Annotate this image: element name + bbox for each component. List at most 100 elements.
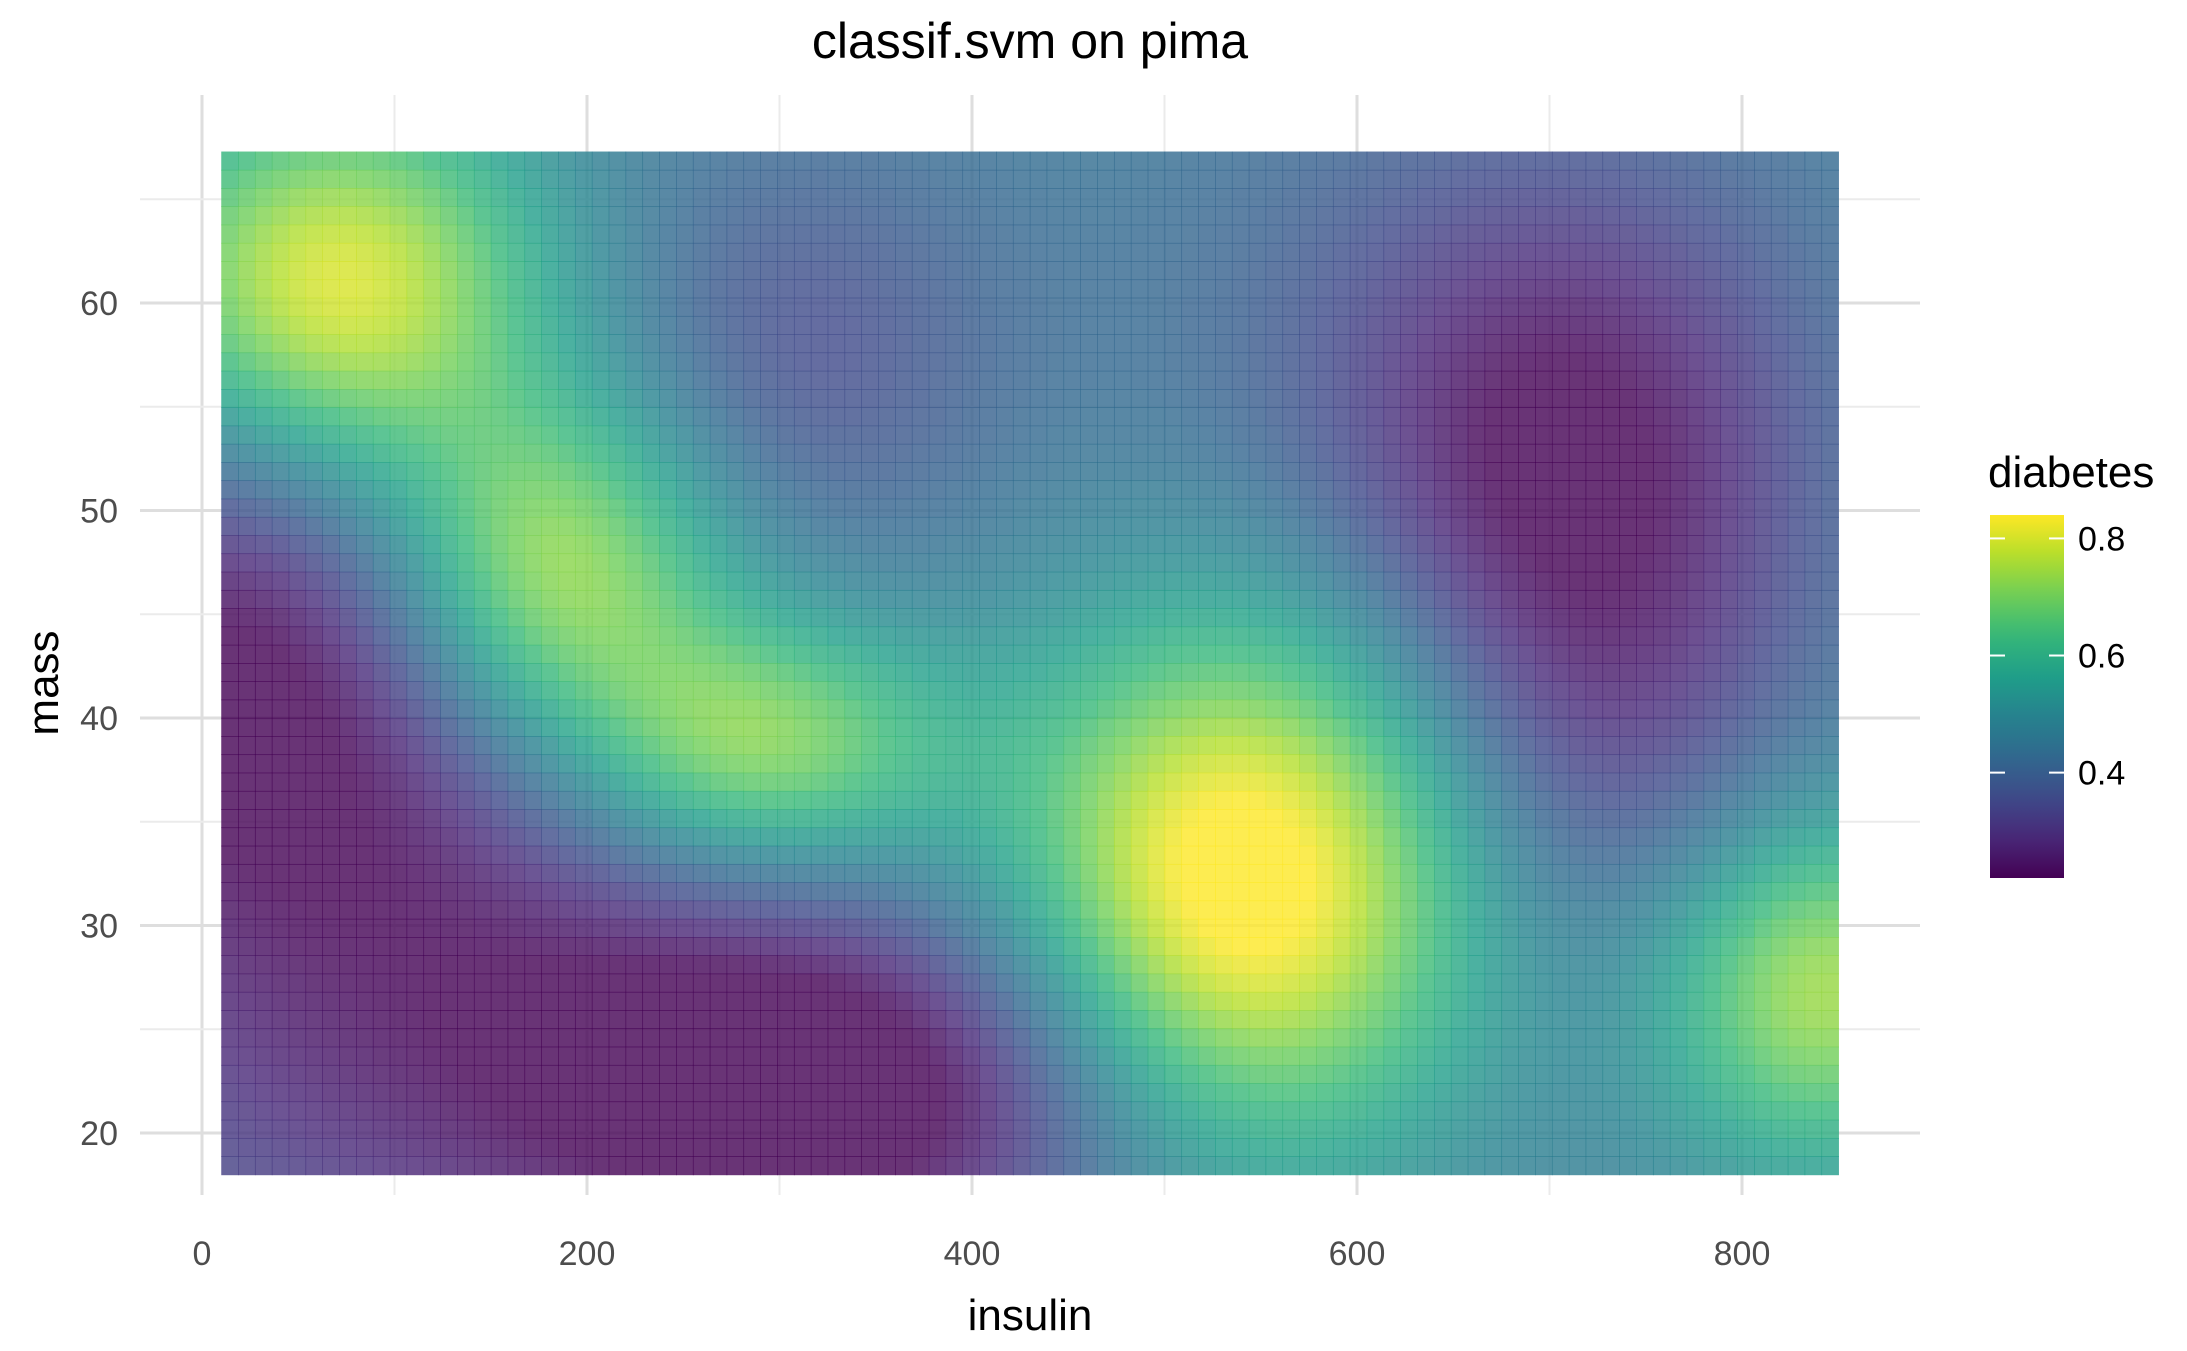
heatmap-cell xyxy=(1467,863,1486,883)
heatmap-cell xyxy=(1568,882,1587,902)
heatmap-cell xyxy=(1535,242,1553,262)
heatmap-cell xyxy=(591,334,610,354)
heatmap-cell xyxy=(238,261,256,281)
heatmap-cell xyxy=(423,188,441,208)
heatmap-cell xyxy=(1737,462,1755,482)
heatmap-cell xyxy=(1787,882,1806,902)
heatmap-cell xyxy=(541,315,559,335)
heatmap-cell xyxy=(979,863,997,883)
heatmap-cell xyxy=(254,754,273,774)
heatmap-cell xyxy=(895,443,913,463)
heatmap-cell xyxy=(1316,462,1334,482)
heatmap-cell xyxy=(1585,462,1604,482)
heatmap-cell xyxy=(1804,279,1823,299)
heatmap-cell xyxy=(895,1028,913,1048)
heatmap-cell xyxy=(1467,644,1486,664)
heatmap-cell xyxy=(844,845,863,865)
heatmap-cell xyxy=(1518,1046,1536,1066)
heatmap-cell xyxy=(1568,717,1587,737)
heatmap-cell xyxy=(1720,443,1738,463)
heatmap-cell xyxy=(760,224,778,244)
heatmap-cell xyxy=(962,1083,980,1103)
heatmap-cell xyxy=(322,991,340,1011)
heatmap-cell xyxy=(945,425,964,445)
heatmap-cell xyxy=(473,315,492,335)
heatmap-cell xyxy=(1265,1010,1284,1030)
heatmap-cell xyxy=(1400,900,1418,920)
heatmap-cell xyxy=(372,553,391,573)
heatmap-cell xyxy=(1130,918,1149,938)
heatmap-cell xyxy=(389,772,408,792)
heatmap-cell xyxy=(1551,389,1570,408)
heatmap-cell xyxy=(979,516,997,536)
heatmap-cell xyxy=(574,1064,593,1084)
heatmap-cell xyxy=(1652,790,1671,810)
heatmap-cell xyxy=(1215,480,1233,500)
heatmap-cell xyxy=(777,955,795,975)
heatmap-cell xyxy=(1551,279,1570,299)
heatmap-cell xyxy=(305,535,324,555)
heatmap-cell xyxy=(895,188,913,208)
heatmap-cell xyxy=(1585,169,1604,189)
heatmap-cell xyxy=(423,1028,441,1048)
heatmap-cell xyxy=(1282,334,1300,354)
heatmap-cell xyxy=(271,407,290,427)
heatmap-cell xyxy=(743,827,761,847)
heatmap-cell xyxy=(709,242,728,262)
heatmap-cell xyxy=(878,681,896,701)
heatmap-cell xyxy=(1012,261,1031,281)
heatmap-cell xyxy=(1585,863,1604,883)
heatmap-cell xyxy=(1063,498,1081,518)
heatmap-cell xyxy=(1652,589,1671,609)
heatmap-cell xyxy=(1383,206,1402,226)
heatmap-cell xyxy=(1535,863,1553,883)
heatmap-cell xyxy=(979,991,997,1011)
heatmap-cell xyxy=(1787,261,1806,281)
heatmap-cell xyxy=(608,498,627,518)
heatmap-cell xyxy=(1029,188,1048,208)
heatmap-cell xyxy=(625,845,644,865)
heatmap-cell xyxy=(945,845,964,865)
heatmap-cell xyxy=(1535,1064,1553,1084)
heatmap-cell xyxy=(1501,498,1519,518)
heatmap-cell xyxy=(1417,261,1435,281)
heatmap-cell xyxy=(726,516,745,536)
heatmap-cell xyxy=(1181,1010,1199,1030)
heatmap-cell xyxy=(1130,480,1149,500)
heatmap-cell xyxy=(271,608,290,628)
heatmap-cell xyxy=(1113,370,1132,390)
heatmap-cell xyxy=(457,608,475,628)
heatmap-cell xyxy=(1568,991,1587,1011)
heatmap-cell xyxy=(1046,955,1065,975)
heatmap-cell xyxy=(473,863,492,883)
heatmap-cell xyxy=(1770,644,1789,664)
heatmap-cell xyxy=(305,553,324,573)
heatmap-cell xyxy=(457,845,475,865)
heatmap-cell xyxy=(389,407,408,427)
heatmap-cell xyxy=(1248,224,1267,244)
heatmap-cell xyxy=(1434,955,1452,975)
heatmap-cell xyxy=(1821,425,1839,445)
heatmap-cell xyxy=(1046,169,1065,189)
heatmap-cell xyxy=(726,315,745,335)
heatmap-cell xyxy=(1366,553,1385,573)
heatmap-cell xyxy=(1754,151,1772,171)
heatmap-cell xyxy=(827,1028,846,1048)
heatmap-cell xyxy=(1636,900,1654,920)
heatmap-cell xyxy=(692,297,711,317)
heatmap-cell xyxy=(1130,334,1149,354)
heatmap-cell xyxy=(625,644,644,664)
heatmap-cell xyxy=(1686,809,1705,829)
heatmap-cell xyxy=(945,644,964,664)
heatmap-cell xyxy=(1265,937,1284,956)
heatmap-cell xyxy=(979,1046,997,1066)
heatmap-cell xyxy=(659,717,677,737)
heatmap-cell xyxy=(1164,863,1183,883)
heatmap-cell xyxy=(1299,1064,1317,1084)
heatmap-cell xyxy=(271,845,290,865)
heatmap-cell xyxy=(1181,151,1199,171)
heatmap-cell xyxy=(1669,863,1688,883)
heatmap-cell xyxy=(1652,297,1671,317)
heatmap-cell xyxy=(1181,1028,1199,1048)
heatmap-cell xyxy=(844,699,863,719)
